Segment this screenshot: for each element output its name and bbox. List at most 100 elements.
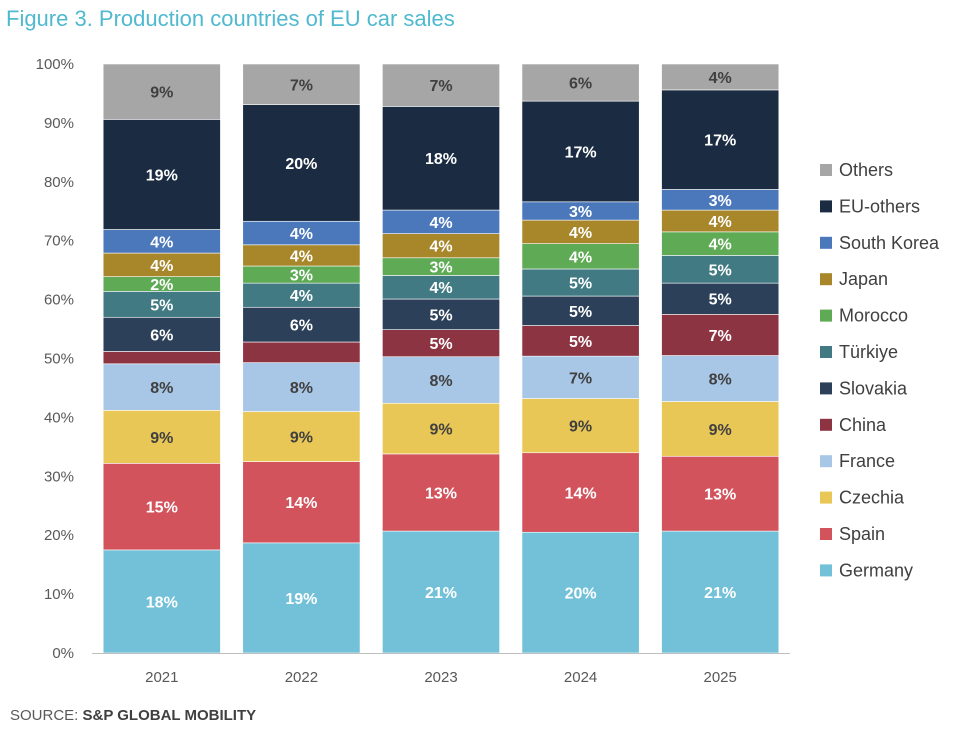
- data-label: 7%: [290, 77, 313, 94]
- x-tick-label: 2021: [145, 669, 178, 686]
- legend-swatch: [820, 491, 832, 504]
- data-label: 13%: [704, 487, 736, 504]
- segment-others: [242, 63, 361, 105]
- y-tick-label: 40%: [44, 409, 74, 426]
- legend-item: Türkiye: [820, 342, 898, 362]
- legend-item: Morocco: [820, 306, 908, 326]
- y-tick-label: 70%: [44, 233, 74, 250]
- data-label: 8%: [709, 372, 732, 389]
- data-label: 9%: [709, 422, 732, 439]
- data-label: 9%: [150, 85, 173, 102]
- legend-swatch: [820, 528, 832, 540]
- data-label: 9%: [290, 430, 313, 447]
- segment-eu-others: [102, 119, 221, 230]
- data-label: 4%: [429, 215, 452, 232]
- bar-2023: 21% 13% 9% 8% 5% 5% 4% 3% 4% 4% 18% 7%: [382, 63, 500, 654]
- segment-others: [382, 63, 500, 107]
- data-label: 4%: [290, 226, 313, 243]
- data-label: 3%: [569, 204, 592, 221]
- data-label: 21%: [704, 585, 736, 602]
- data-label: 4%: [290, 248, 313, 265]
- data-label: 17%: [704, 133, 736, 150]
- segment-china: [102, 351, 221, 365]
- data-label: 4%: [150, 258, 173, 275]
- segment-france: [661, 355, 780, 402]
- y-tick-label: 80%: [44, 174, 74, 191]
- data-label: 18%: [146, 594, 178, 611]
- data-label: 9%: [569, 419, 592, 436]
- legend-label: Morocco: [839, 306, 908, 326]
- legend-item: China: [820, 415, 887, 435]
- data-label: 5%: [569, 334, 592, 351]
- data-label: 4%: [150, 234, 173, 251]
- legend-label: Czechia: [839, 488, 905, 508]
- data-label: 3%: [290, 268, 313, 285]
- data-label: 7%: [569, 370, 592, 387]
- x-tick-label: 2022: [285, 669, 318, 686]
- data-label: 8%: [150, 380, 173, 397]
- legend-label: Türkiye: [839, 342, 898, 362]
- bar-2022: 19% 14% 9% 8% 6% 4% 3% 4% 4% 20% 7%: [242, 63, 361, 654]
- segment-eu-others: [242, 104, 361, 222]
- legend-item: Slovakia: [820, 378, 908, 398]
- segment-czechia: [661, 401, 780, 457]
- data-label: 8%: [429, 373, 452, 390]
- segment-eu-others: [382, 106, 500, 211]
- segment-czechia: [382, 402, 500, 455]
- x-tick-label: 2024: [564, 669, 597, 686]
- legend-swatch: [820, 164, 832, 176]
- legend-item: Germany: [820, 560, 913, 580]
- segment-france: [382, 356, 500, 404]
- legend-label: South Korea: [839, 233, 940, 253]
- legend-swatch: [820, 200, 832, 213]
- legend-swatch: [820, 382, 832, 395]
- data-label: 4%: [709, 70, 732, 87]
- data-label: 14%: [565, 485, 597, 502]
- segment-morocco: [521, 243, 640, 270]
- data-label: 4%: [290, 288, 313, 305]
- data-label: 5%: [709, 292, 732, 309]
- data-label: 4%: [709, 214, 732, 231]
- segment-china: [661, 314, 780, 356]
- y-tick-label: 50%: [44, 351, 74, 368]
- bar-2021: 18% 15% 9% 8% 6% 5% 2% 4% 4% 19% 9%: [102, 63, 221, 654]
- source-prefix: SOURCE:: [10, 707, 83, 724]
- segment-germany: [661, 530, 780, 654]
- data-label: 2%: [150, 277, 173, 294]
- segment-spain: [242, 461, 361, 544]
- data-label: 3%: [709, 193, 732, 210]
- legend-label: Germany: [839, 560, 913, 580]
- legend-item: Others: [820, 160, 893, 180]
- segment-eu-others: [521, 100, 640, 203]
- segment-slovakia: [242, 306, 361, 343]
- legend-item: EU-others: [820, 196, 920, 216]
- legend-label: EU-others: [839, 196, 920, 216]
- segment-china: [521, 325, 640, 357]
- segment-others: [521, 63, 640, 102]
- source-name: S&P GLOBAL MOBILITY: [82, 707, 257, 724]
- segment-others: [661, 63, 780, 91]
- source-note: SOURCE: S&P GLOBAL MOBILITY: [10, 707, 256, 724]
- data-label: 3%: [429, 260, 452, 277]
- legend-swatch: [820, 273, 832, 286]
- legend-label: Others: [839, 160, 893, 180]
- segment-t-rkiye: [521, 268, 640, 297]
- legend-swatch: [820, 564, 832, 577]
- legend-swatch: [820, 455, 832, 468]
- legend: Others EU-others South Korea Japan Morocco Tü…: [820, 160, 940, 580]
- legend-swatch: [820, 418, 832, 431]
- legend-item: South Korea: [820, 233, 940, 253]
- data-label: 4%: [709, 237, 732, 254]
- legend-label: Japan: [839, 269, 888, 289]
- legend-label: Slovakia: [839, 378, 908, 398]
- legend-swatch: [820, 236, 832, 249]
- data-label: 5%: [569, 276, 592, 293]
- data-label: 20%: [565, 586, 597, 603]
- segment-others: [102, 63, 221, 120]
- data-label: 6%: [290, 318, 313, 335]
- segment-spain: [382, 453, 500, 532]
- data-label: 4%: [429, 239, 452, 256]
- segment-slovakia: [102, 316, 221, 352]
- data-label: 18%: [425, 151, 457, 168]
